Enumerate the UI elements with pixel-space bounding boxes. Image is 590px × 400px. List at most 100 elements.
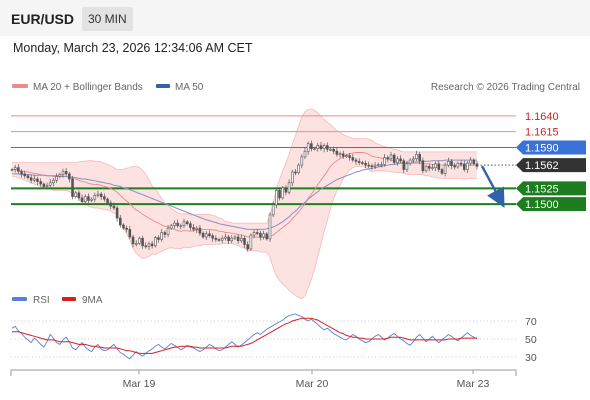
candle bbox=[268, 212, 272, 242]
ma50-line bbox=[12, 159, 477, 230]
candle bbox=[294, 168, 297, 176]
bollinger-upper-line bbox=[12, 108, 477, 224]
candle bbox=[275, 188, 278, 209]
candle bbox=[313, 146, 316, 151]
candle bbox=[217, 237, 221, 242]
candle bbox=[220, 235, 224, 244]
candle bbox=[402, 158, 406, 174]
candle bbox=[278, 187, 281, 201]
candle bbox=[453, 162, 456, 170]
candle bbox=[271, 201, 275, 218]
candle bbox=[259, 230, 262, 241]
candle bbox=[29, 175, 33, 184]
candle bbox=[201, 231, 205, 239]
candle bbox=[195, 225, 199, 233]
candle bbox=[367, 161, 370, 168]
candle bbox=[418, 152, 421, 165]
candle bbox=[154, 235, 157, 248]
candle bbox=[300, 154, 304, 169]
candle bbox=[380, 161, 383, 168]
candle bbox=[249, 233, 253, 251]
price-label-resistance-0: 1.1640 bbox=[525, 111, 559, 123]
datetime-label: Monday, March 23, 2026 12:34:06 AM CET bbox=[13, 41, 253, 55]
candle bbox=[437, 160, 441, 173]
candle bbox=[472, 158, 476, 166]
candle bbox=[52, 178, 55, 187]
candle bbox=[45, 182, 49, 190]
candle bbox=[329, 147, 332, 152]
candle bbox=[297, 163, 300, 175]
candle bbox=[39, 178, 42, 187]
price-tag-current-3 bbox=[516, 158, 586, 173]
candle bbox=[262, 230, 265, 240]
candle bbox=[290, 169, 294, 187]
candle bbox=[48, 179, 52, 188]
candle bbox=[450, 159, 453, 170]
rsi-ma-line bbox=[12, 317, 477, 354]
ma20-line bbox=[12, 152, 477, 239]
candle bbox=[131, 234, 135, 248]
candle bbox=[36, 176, 39, 186]
candle bbox=[281, 186, 285, 200]
candle bbox=[392, 153, 396, 165]
candle bbox=[150, 240, 154, 249]
candle bbox=[208, 230, 211, 238]
candle bbox=[198, 225, 202, 236]
legend-label-rsi: RSI bbox=[33, 295, 50, 306]
candle bbox=[376, 162, 380, 167]
candle bbox=[10, 167, 14, 172]
legend-swatch-ma50 bbox=[156, 84, 170, 88]
price-tag-pivot-2 bbox=[516, 140, 586, 155]
candle bbox=[128, 225, 132, 240]
candle bbox=[421, 157, 425, 174]
candle bbox=[20, 169, 23, 178]
candle bbox=[141, 235, 144, 249]
candle bbox=[335, 147, 339, 157]
candle bbox=[87, 193, 90, 204]
candle bbox=[42, 182, 46, 189]
candle bbox=[469, 156, 472, 166]
candle bbox=[255, 229, 259, 236]
candle bbox=[361, 160, 364, 165]
x-tick-label: Mar 19 bbox=[123, 378, 156, 390]
candle bbox=[412, 156, 415, 164]
candle bbox=[462, 160, 466, 172]
candle bbox=[351, 153, 355, 163]
candle bbox=[192, 223, 195, 232]
candle bbox=[243, 236, 246, 249]
candle bbox=[119, 214, 122, 228]
candle bbox=[399, 155, 402, 163]
candle bbox=[364, 160, 367, 169]
candle bbox=[68, 171, 71, 183]
rsi-line bbox=[11, 313, 478, 360]
header-bar: EUR/USD 30 MIN bbox=[0, 0, 590, 36]
price-tag-support-5 bbox=[516, 197, 586, 212]
candle bbox=[77, 190, 81, 201]
candle bbox=[373, 162, 377, 170]
bollinger-band-area bbox=[12, 109, 477, 299]
candle bbox=[396, 156, 399, 166]
candle bbox=[64, 167, 68, 177]
price-label-support-5: 1.1500 bbox=[525, 199, 559, 211]
x-tick-label: Mar 20 bbox=[296, 378, 329, 390]
candle bbox=[115, 205, 119, 222]
candle bbox=[246, 241, 249, 252]
candle bbox=[227, 234, 230, 245]
candle bbox=[179, 223, 183, 230]
rsi-tick-label: 30 bbox=[525, 352, 537, 364]
candle bbox=[71, 175, 74, 200]
candle bbox=[475, 161, 479, 170]
candle bbox=[214, 235, 218, 243]
candle bbox=[83, 194, 87, 206]
candle bbox=[408, 158, 412, 166]
candle bbox=[303, 147, 307, 160]
candle bbox=[230, 235, 234, 244]
candle bbox=[370, 163, 374, 170]
timeframe-badge[interactable]: 30 MIN bbox=[82, 7, 133, 31]
candle bbox=[236, 234, 240, 244]
candle bbox=[147, 241, 151, 250]
candle bbox=[233, 235, 237, 240]
candle bbox=[138, 236, 141, 246]
candle bbox=[134, 240, 138, 247]
bollinger-lower-line bbox=[12, 165, 477, 300]
